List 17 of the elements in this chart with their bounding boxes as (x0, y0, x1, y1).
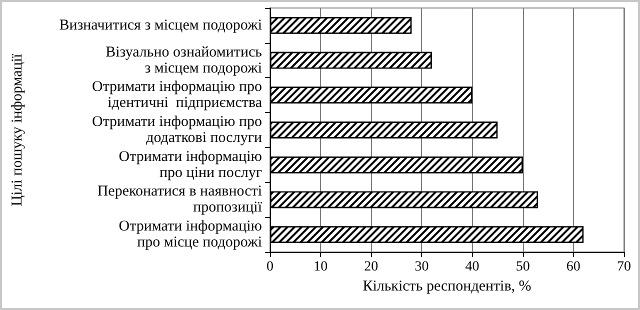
x-tick-label: 40 (465, 260, 480, 274)
x-tick-label: 10 (314, 260, 328, 274)
y-tick-label: Визначитися з місцем подорожі (59, 17, 262, 34)
y-tick-label: Отримати інформацію про ідентичні підприємства (92, 79, 262, 112)
y-tick-label: Отримати інформацію про місце подорожі (118, 218, 262, 251)
y-axis-title: Цілі пошуку інформації (10, 52, 26, 206)
x-tick-label: 20 (364, 260, 378, 274)
y-tick-label: Отримати інформацію про ціни послуг (118, 148, 262, 181)
y-tick-label: Отримати інформацію про додаткові послуги (92, 114, 262, 146)
x-tick-label: 70 (617, 260, 631, 274)
x-tick-label: 60 (566, 260, 580, 274)
x-tick-label: 30 (414, 260, 429, 274)
x-tick-label: 50 (516, 260, 530, 274)
y-tick-label: Візуально ознайомитись з місцем подорожі (106, 44, 262, 76)
x-axis-title: Кількість респондентів, % (362, 278, 532, 294)
x-tick-label: 0 (266, 260, 274, 274)
y-tick-label: Переконатися в наявності пропозиції (97, 184, 263, 216)
